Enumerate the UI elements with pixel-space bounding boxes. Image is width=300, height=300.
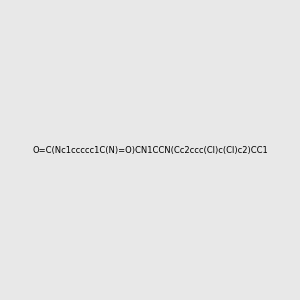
Text: O=C(Nc1ccccc1C(N)=O)CN1CCN(Cc2ccc(Cl)c(Cl)c2)CC1: O=C(Nc1ccccc1C(N)=O)CN1CCN(Cc2ccc(Cl)c(C… — [32, 146, 268, 154]
